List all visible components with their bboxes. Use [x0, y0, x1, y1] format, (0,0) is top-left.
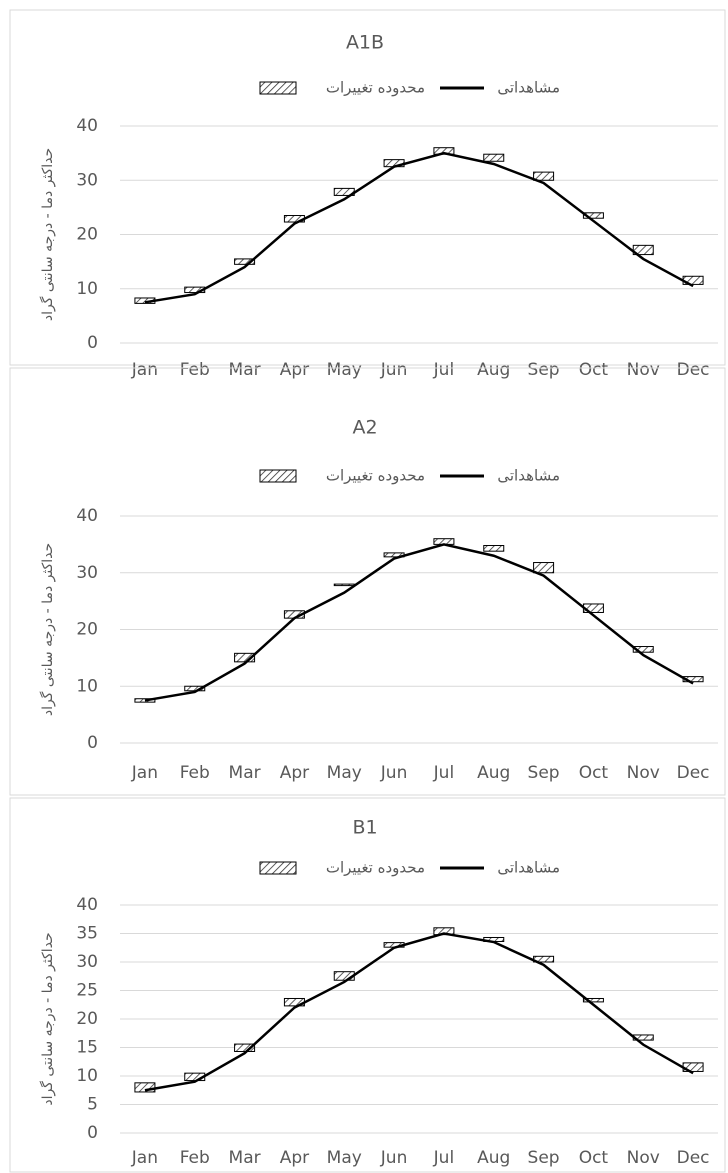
y-tick-label: 0 [87, 1123, 98, 1143]
x-tick-label: Jul [433, 360, 455, 380]
x-tick-label: Feb [180, 763, 210, 783]
y-tick-label: 0 [87, 333, 98, 353]
x-tick-label: Apr [280, 763, 309, 783]
x-tick-label: Jan [131, 1148, 158, 1168]
y-tick-label: 40 [76, 506, 98, 526]
x-tick-label: Jul [433, 763, 455, 783]
x-tick-label: Jul [433, 1148, 455, 1168]
x-tick-label: Oct [579, 763, 609, 783]
y-axis-label: حداکثر دما - درجه سانتی گراد [39, 543, 56, 716]
y-tick-label: 20 [76, 620, 98, 640]
x-tick-label: Sep [528, 360, 560, 380]
y-tick-label: 35 [76, 924, 98, 944]
y-tick-label: 15 [76, 1038, 98, 1058]
range-box [234, 258, 256, 265]
observed-line [144, 151, 694, 304]
x-tick-label: May [327, 360, 362, 380]
x-tick-label: Oct [579, 1148, 609, 1168]
range-box [582, 997, 604, 1003]
range-box [533, 562, 555, 574]
x-tick-label: Jan [131, 763, 158, 783]
y-axis-label: حداکثر دما - درجه سانتی گراد [39, 932, 56, 1105]
x-tick-label: Dec [677, 360, 710, 380]
x-tick-label: Jan [131, 360, 158, 380]
x-tick-label: Jun [380, 763, 408, 783]
y-axis-label: حداکثر دما - درجه سانتی گراد [39, 148, 56, 321]
y-tick-label: 10 [76, 279, 98, 299]
range-box [134, 1082, 156, 1093]
y-tick-label: 40 [76, 895, 98, 915]
legend-label: مشاهداتی [497, 467, 560, 485]
range-box [234, 1043, 256, 1052]
x-tick-label: Mar [229, 1148, 261, 1168]
y-tick-label: 30 [76, 952, 98, 972]
x-tick-label: Aug [477, 360, 510, 380]
range-box [483, 545, 505, 552]
range-box [483, 153, 505, 162]
range-box [632, 646, 654, 653]
y-tick-label: 20 [76, 1009, 98, 1029]
chart-title: B1 [352, 817, 377, 839]
y-tick-label: 25 [76, 981, 98, 1001]
legend-swatch [259, 81, 297, 95]
x-tick-label: May [327, 763, 362, 783]
legend-label: محدوده تغییرات [326, 859, 425, 877]
x-tick-label: Oct [579, 360, 609, 380]
y-tick-label: 10 [76, 676, 98, 696]
y-tick-label: 40 [76, 116, 98, 136]
x-tick-label: Feb [180, 360, 210, 380]
observed-line [144, 543, 694, 702]
x-tick-label: May [327, 1148, 362, 1168]
x-tick-label: Aug [477, 763, 510, 783]
x-tick-label: Apr [280, 360, 309, 380]
y-tick-label: 20 [76, 225, 98, 245]
legend-label: محدوده تغییرات [326, 79, 425, 97]
legend-swatch [259, 861, 297, 875]
x-tick-label: Dec [677, 763, 710, 783]
x-tick-label: Sep [528, 1148, 560, 1168]
x-tick-label: Nov [627, 763, 660, 783]
x-tick-label: Feb [180, 1148, 210, 1168]
y-tick-label: 30 [76, 563, 98, 583]
range-box [582, 212, 604, 219]
y-tick-label: 30 [76, 170, 98, 190]
x-tick-label: Mar [229, 763, 261, 783]
y-tick-label: 10 [76, 1066, 98, 1086]
panel-border [9, 367, 726, 796]
y-tick-label: 0 [87, 733, 98, 753]
x-tick-label: Jun [380, 360, 408, 380]
x-tick-label: Jun [380, 1148, 408, 1168]
x-tick-label: Sep [528, 763, 560, 783]
x-tick-label: Apr [280, 1148, 309, 1168]
x-tick-label: Aug [477, 1148, 510, 1168]
y-tick-label: 5 [87, 1095, 98, 1115]
legend-label: محدوده تغییرات [326, 467, 425, 485]
x-tick-label: Mar [229, 360, 261, 380]
x-tick-label: Nov [627, 360, 660, 380]
panel-border [9, 797, 726, 1173]
observed-line [144, 932, 694, 1092]
legend-swatch [259, 469, 297, 483]
x-tick-label: Nov [627, 1148, 660, 1168]
panel-border [9, 9, 726, 366]
range-box [533, 171, 555, 181]
chart-title: A2 [352, 417, 377, 439]
x-tick-label: Dec [677, 1148, 710, 1168]
legend-label: مشاهداتی [497, 79, 560, 97]
legend-label: مشاهداتی [497, 859, 560, 877]
range-box [333, 583, 355, 587]
range-box [234, 652, 256, 663]
chart-title: A1B [346, 32, 384, 54]
